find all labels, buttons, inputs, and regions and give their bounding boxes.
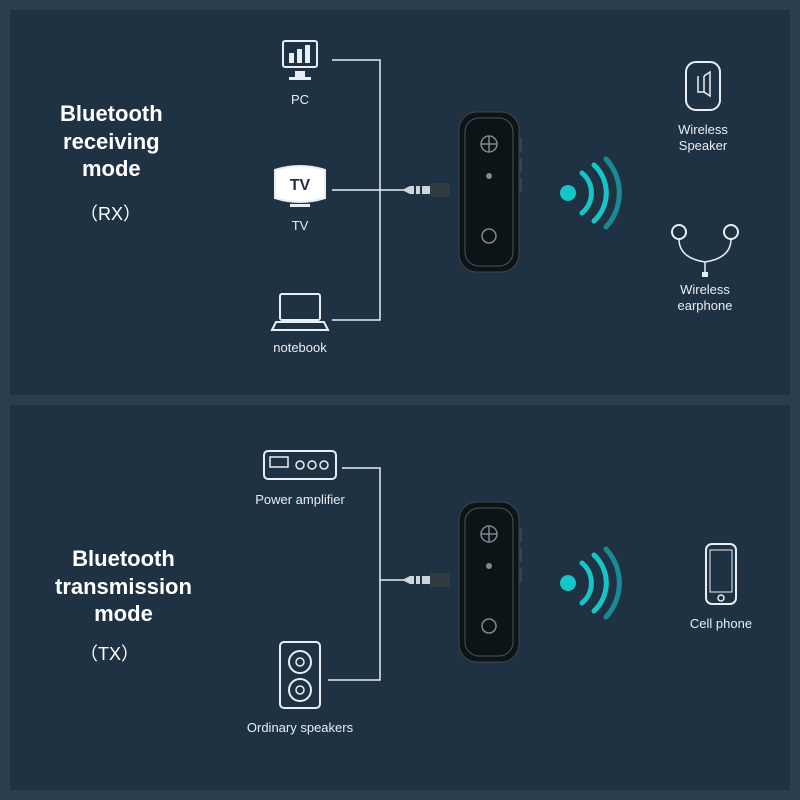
tx-wifi-icon	[548, 548, 638, 618]
cell-phone-icon	[700, 540, 742, 610]
tx-adapter-device	[455, 498, 527, 672]
cell-phone-label: Cell phone	[661, 616, 781, 632]
diagram-canvas: Bluetooth receiving mode （RX） Bluetooth …	[0, 0, 800, 800]
tx-bus-wires	[0, 0, 800, 800]
tx-jack-icon	[400, 570, 452, 590]
